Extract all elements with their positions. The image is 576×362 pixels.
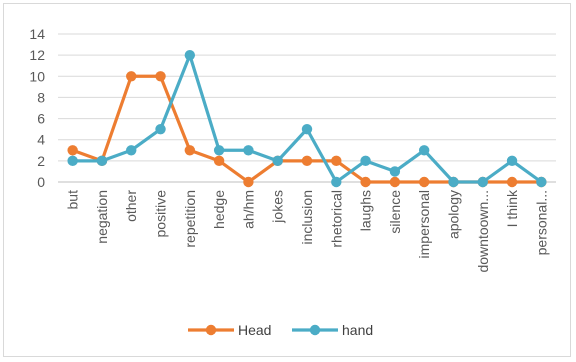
- x-tick-label: impersonal: [416, 190, 432, 258]
- x-tick-label: but: [65, 190, 81, 210]
- legend-swatch-marker: [205, 324, 217, 336]
- data-point: [506, 176, 518, 188]
- x-tick-label: hedge: [211, 190, 227, 229]
- data-point: [184, 145, 196, 156]
- data-point: [506, 155, 518, 167]
- data-point: [155, 123, 166, 135]
- data-point: [389, 166, 401, 177]
- x-tick-label: other: [123, 190, 139, 222]
- x-tick-label: silence: [387, 190, 403, 234]
- y-tick-label: 6: [37, 111, 45, 127]
- data-point: [477, 176, 488, 188]
- data-point: [360, 176, 371, 188]
- data-point: [67, 155, 78, 167]
- y-tick-label: 8: [37, 89, 45, 105]
- data-point: [155, 71, 166, 82]
- x-tick-label: rhetorical: [328, 190, 344, 248]
- y-tick-label: 14: [29, 26, 45, 42]
- x-tick-label: apology: [445, 190, 461, 239]
- data-point: [360, 155, 371, 167]
- data-point: [331, 176, 342, 188]
- data-point: [96, 155, 108, 167]
- chart-frame: [3, 3, 571, 357]
- legend-swatch-marker: [309, 324, 321, 336]
- y-tick-label: 10: [29, 68, 45, 84]
- x-tick-label: personal...: [533, 190, 549, 255]
- y-tick-label: 12: [29, 47, 45, 63]
- legend-label: hand: [342, 322, 373, 338]
- x-tick-label: ah/hm: [240, 190, 256, 229]
- x-axis-ticks: but negation other positive repetition hedge a…: [65, 189, 550, 272]
- data-point: [213, 155, 225, 167]
- data-point: [243, 145, 254, 156]
- data-point: [536, 176, 547, 188]
- data-point: [448, 176, 459, 188]
- y-tick-label: 4: [37, 132, 45, 148]
- legend-label: Head: [238, 322, 271, 338]
- y-tick-label: 2: [37, 153, 45, 169]
- data-point: [331, 155, 342, 167]
- y-axis-ticks: 0 2 4 6 8 10 12 14: [29, 26, 45, 190]
- x-tick-label: downtoown...: [475, 190, 491, 273]
- x-tick-label: repetition: [182, 190, 198, 248]
- data-point: [301, 123, 313, 135]
- data-point: [301, 155, 313, 167]
- data-point: [184, 49, 196, 61]
- data-point: [243, 176, 254, 188]
- x-tick-label: I think: [504, 189, 520, 227]
- legend-entry-hand: hand: [292, 322, 373, 338]
- data-point: [67, 145, 78, 156]
- data-point: [389, 176, 401, 188]
- data-point: [126, 145, 137, 156]
- series-hand: [67, 49, 547, 188]
- legend: Head hand: [188, 322, 373, 338]
- data-point: [126, 71, 137, 82]
- data-point: [272, 155, 283, 167]
- data-point: [213, 145, 225, 156]
- x-tick-label: negation: [94, 190, 110, 244]
- legend-entry-head: Head: [188, 322, 271, 338]
- data-point: [418, 145, 430, 156]
- x-tick-label: laughs: [358, 190, 374, 231]
- data-point: [418, 176, 430, 188]
- series-lines: [67, 49, 547, 188]
- y-tick-label: 0: [37, 174, 45, 190]
- x-tick-label: positive: [153, 190, 169, 238]
- x-tick-label: jokes: [270, 190, 286, 224]
- x-tick-label: inclusion: [299, 190, 315, 244]
